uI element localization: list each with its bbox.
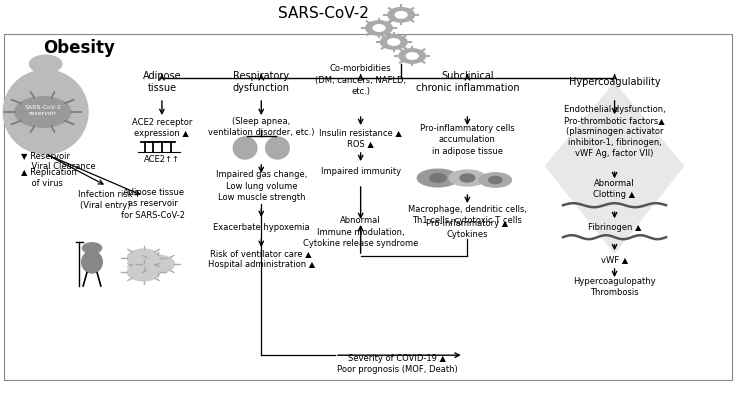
Text: SARS-CoV-2: SARS-CoV-2 [278,6,369,22]
Polygon shape [545,82,684,254]
Circle shape [406,53,418,59]
Text: Severity of COVID-19 ▲
Poor prognosis (MOF, Death): Severity of COVID-19 ▲ Poor prognosis (M… [337,354,458,374]
Text: Endothelial dysfunction,
Pro-thrombotic factors▲
(plasminogen activator
inhibito: Endothelial dysfunction, Pro-thrombotic … [564,104,665,158]
Circle shape [82,243,102,253]
Ellipse shape [3,70,88,154]
Circle shape [373,25,385,31]
Text: Insulin resistance ▲
ROS ▲: Insulin resistance ▲ ROS ▲ [319,128,402,148]
FancyBboxPatch shape [4,34,732,380]
Text: Pro-inflammatory ▲
Cytokines: Pro-inflammatory ▲ Cytokines [426,219,509,239]
Circle shape [127,263,160,281]
Text: Pro-inflammatory cells
accumulation
in adipose tissue: Pro-inflammatory cells accumulation in a… [420,124,514,156]
Circle shape [489,176,502,184]
Circle shape [15,97,71,127]
Text: (Sleep apnea,
ventilation disorder, etc.): (Sleep apnea, ventilation disorder, etc.… [208,117,314,137]
Circle shape [388,39,400,45]
Text: Adipose
tissue: Adipose tissue [143,71,181,93]
Text: Risk of ventilator care ▲
Hospital administration ▲: Risk of ventilator care ▲ Hospital admin… [208,249,315,269]
Text: Infection risk
(Viral entry): Infection risk (Viral entry) [78,190,132,210]
Text: ACE2 receptor
expression ▲: ACE2 receptor expression ▲ [132,118,192,138]
Circle shape [29,55,62,73]
Circle shape [127,249,160,267]
Text: ▼ Reservoir
    Viral Clearance: ▼ Reservoir Viral Clearance [21,151,95,171]
Text: ACE2↑↑: ACE2↑↑ [144,156,180,164]
Text: Abnormal
Immune modulation,
Cytokine release syndrome: Abnormal Immune modulation, Cytokine rel… [303,216,418,248]
Text: Hypercoagulability: Hypercoagulability [569,77,660,87]
Text: Abnormal
Clotting ▲: Abnormal Clotting ▲ [593,179,636,199]
Text: Impaired immunity: Impaired immunity [321,168,400,176]
Circle shape [460,174,475,182]
Circle shape [399,49,425,63]
Circle shape [142,255,174,273]
Ellipse shape [479,173,512,187]
Circle shape [388,8,414,22]
Text: Hypercoagulopathy
Thrombosis: Hypercoagulopathy Thrombosis [573,277,656,297]
Text: SARS-CoV-2
reservoir: SARS-CoV-2 reservoir [24,105,61,116]
Text: Respiratory
dysfunction: Respiratory dysfunction [233,71,290,93]
Text: Impaired gas change,
Low lung volume
Low muscle strength: Impaired gas change, Low lung volume Low… [216,170,307,202]
Text: Co-morbidities
(DM, cancers, NAFLD,
etc.): Co-morbidities (DM, cancers, NAFLD, etc.… [315,64,406,96]
Ellipse shape [417,169,459,187]
Ellipse shape [82,251,102,273]
Ellipse shape [266,137,289,159]
Text: Adipose tissue
as reservoir
for SARS-CoV-2: Adipose tissue as reservoir for SARS-CoV… [121,188,185,220]
Text: Fibrinogen ▲: Fibrinogen ▲ [588,223,641,232]
Text: vWF ▲: vWF ▲ [601,255,629,264]
Text: Obesity: Obesity [43,39,115,57]
Circle shape [366,21,392,35]
Circle shape [430,174,446,182]
Circle shape [395,12,407,18]
Ellipse shape [449,170,486,186]
Ellipse shape [233,137,257,159]
Circle shape [381,35,407,49]
Text: Macrophage, dendritic cells,
Th1 cells, cytotoxic T cells: Macrophage, dendritic cells, Th1 cells, … [408,205,527,225]
Text: Subclinical
chronic inflammation: Subclinical chronic inflammation [416,71,519,93]
Text: ▲ Replication
    of virus: ▲ Replication of virus [21,168,77,188]
Text: Exacerbate hypoxemia: Exacerbate hypoxemia [213,223,310,232]
